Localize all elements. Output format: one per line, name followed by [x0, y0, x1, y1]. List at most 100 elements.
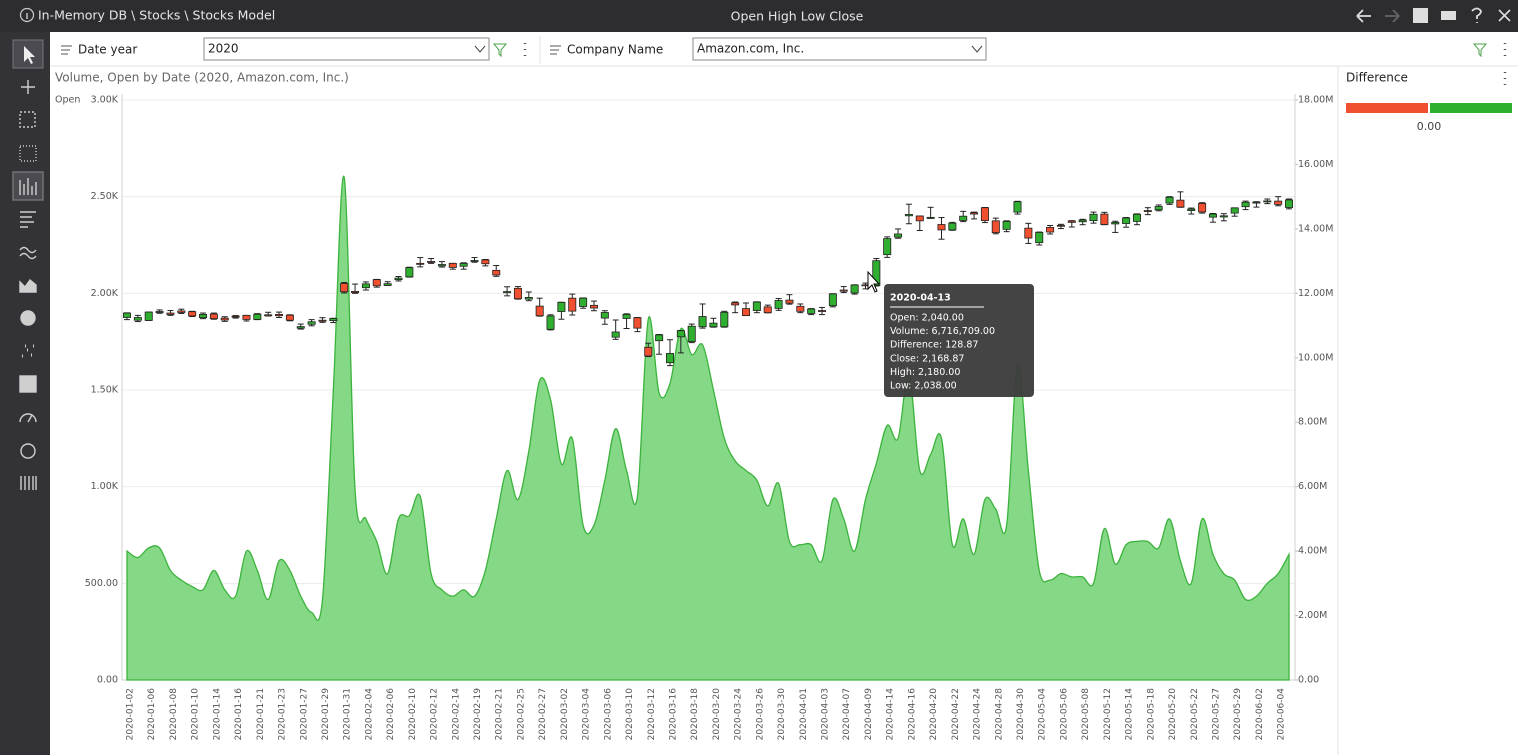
tool-select[interactable] [19, 111, 36, 128]
candle-body [177, 310, 186, 313]
forward-button[interactable] [1385, 9, 1400, 23]
print-button[interactable] [1441, 11, 1456, 20]
candle-body [1219, 215, 1228, 218]
tool-line[interactable] [19, 246, 37, 260]
candle-body [394, 277, 403, 281]
back-button[interactable] [1356, 9, 1371, 23]
x-tick-label: 2020-03-20 [712, 688, 722, 741]
close-button[interactable] [1498, 9, 1511, 22]
y2-tick-label: 18.00M [1298, 95, 1333, 106]
filter-combo[interactable] [692, 37, 987, 61]
y2-tick-label: 10.00M [1298, 352, 1333, 363]
candle-body [361, 283, 370, 289]
x-tick-label: 2020-02-06 [386, 688, 396, 741]
combo-arrow [971, 45, 983, 53]
candle-body [665, 353, 674, 364]
candle-body [133, 317, 142, 321]
y2-tick-label: 12.00M [1298, 288, 1333, 299]
tool-bar-chart[interactable] [19, 178, 37, 195]
tool-area[interactable] [19, 278, 37, 293]
tool-scatter[interactable] [22, 344, 34, 358]
tool-pie[interactable] [20, 310, 36, 326]
x-tick-label: 2020-03-18 [690, 688, 700, 741]
candle-body [763, 306, 772, 314]
candle-body [1035, 232, 1044, 244]
filter-label: Company Name [567, 43, 663, 57]
candle-body [959, 215, 968, 221]
tool-table[interactable] [19, 145, 37, 162]
x-tick-label: 2020-04-24 [973, 688, 983, 741]
y2-tick-label: 0.00 [1298, 675, 1319, 686]
y2-tick-label: 16.00M [1298, 159, 1333, 170]
candle-body [513, 287, 522, 300]
tool-map[interactable] [20, 443, 36, 459]
x-tick-label: 2020-01-16 [234, 688, 244, 741]
tool-treemap[interactable] [19, 375, 37, 393]
x-tick-label: 2020-02-27 [538, 688, 548, 740]
candle-body [698, 316, 707, 328]
candle-body [894, 233, 903, 238]
candle-body [296, 326, 305, 329]
candle-body [199, 314, 208, 319]
candle-body [144, 311, 153, 321]
filter-icon [61, 45, 72, 55]
save-button[interactable] [1413, 8, 1428, 23]
candle-body [470, 260, 479, 262]
x-tick-label: 2020-03-04 [582, 688, 592, 741]
candle-body [329, 318, 338, 321]
candle-body [600, 312, 609, 319]
candle-body [633, 317, 642, 329]
candle-body [980, 207, 989, 222]
pointer-tool[interactable] [24, 46, 35, 64]
candle-body [481, 259, 490, 265]
filter-funnel[interactable] [1472, 43, 1488, 58]
info-icon[interactable] [19, 7, 35, 23]
filter-combo[interactable] [203, 37, 490, 61]
x-tick-label: 2020-04-14 [886, 688, 896, 741]
x-tick-label: 2020-04-30 [1016, 688, 1026, 741]
help-button[interactable] [1471, 7, 1482, 24]
candle-body [448, 262, 457, 268]
y-tick-label: 2.50K [91, 191, 119, 202]
x-tick-label: 2020-05-04 [1038, 688, 1048, 741]
candle-body [1089, 213, 1098, 222]
volume-area [126, 175, 1290, 681]
gauge-positive [1430, 103, 1512, 113]
filter-funnel[interactable] [492, 43, 508, 58]
title-bar [0, 0, 1518, 32]
candle-body [503, 291, 512, 294]
tooltip-title: 2020-04-13 [890, 293, 951, 304]
tooltip-line: Difference: 128.87 [890, 340, 978, 351]
candle-body [1274, 200, 1283, 205]
side-panel-title: Difference [1346, 71, 1408, 85]
x-tick-label: 2020-04-16 [907, 688, 917, 741]
x-tick-label: 2020-03-24 [734, 688, 744, 741]
candle-body [774, 300, 783, 309]
candle-body [285, 314, 294, 321]
candle-body [644, 346, 653, 357]
x-tick-label: 2020-05-08 [1081, 688, 1091, 741]
tool-grid[interactable] [20, 476, 37, 490]
candle-body [579, 297, 588, 307]
x-tick-label: 2020-04-28 [994, 688, 1004, 741]
tool-crosshair[interactable] [21, 80, 35, 94]
candle-body [904, 214, 913, 217]
x-tick-label: 2020-02-04 [364, 688, 374, 741]
candle-body [1046, 227, 1055, 233]
x-tick-label: 2020-01-29 [321, 688, 331, 741]
x-tick-label: 2020-01-10 [191, 688, 201, 741]
gauge-negative [1346, 103, 1428, 113]
candle-body [318, 319, 327, 322]
candle-body [383, 283, 392, 286]
tool-bar-h[interactable] [20, 211, 36, 228]
x-tick-label: 2020-02-21 [495, 688, 505, 740]
y-tick-label: 1.00K [91, 481, 119, 492]
x-tick-label: 2020-01-06 [147, 688, 157, 741]
candle-body [546, 315, 555, 330]
candle-body [828, 293, 837, 307]
tooltip-box [884, 284, 1034, 397]
candle-body [785, 299, 794, 304]
candle-body [1176, 199, 1185, 208]
tool-gauge[interactable] [19, 413, 37, 423]
